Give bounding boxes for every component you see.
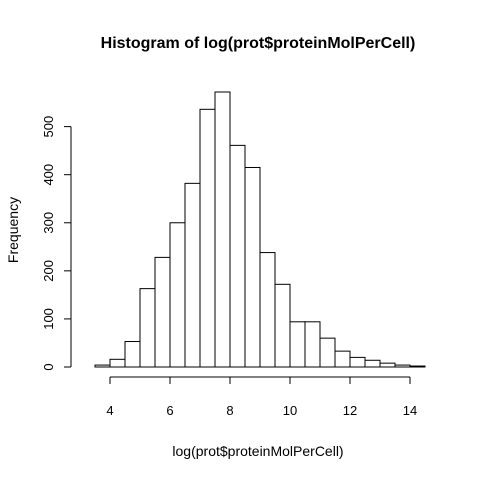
x-axis: 4 6 8 10 12 14 (106, 376, 417, 418)
histogram-bar (199, 108, 216, 368)
histogram-bar (94, 364, 111, 368)
x-tick-label: 10 (283, 403, 297, 418)
x-axis-label: log(prot$proteinMolPerCell) (172, 443, 343, 459)
histogram-bar (229, 144, 246, 368)
histogram-bar (184, 182, 201, 368)
y-axis: 0 100 200 300 400 500 (41, 116, 72, 371)
histogram-bar (124, 341, 141, 368)
histogram-bar (169, 222, 186, 368)
histogram-bar (334, 350, 351, 368)
y-axis-label: Frequency (5, 197, 21, 263)
histogram-bar (349, 356, 366, 368)
histogram-bar (394, 364, 411, 368)
histogram-bar (259, 252, 276, 368)
histogram-bar (244, 166, 261, 368)
y-tick-label: 500 (41, 116, 56, 138)
histogram-bar (289, 321, 306, 368)
histogram-bar (274, 283, 291, 368)
x-tick-label: 4 (106, 403, 113, 418)
y-tick-label: 200 (41, 260, 56, 282)
histogram-bar (139, 288, 156, 368)
y-tick-label: 100 (41, 308, 56, 330)
histogram-bar (319, 337, 336, 368)
bars-group (94, 91, 426, 368)
x-tick-label: 6 (166, 403, 173, 418)
x-tick-label: 14 (403, 403, 417, 418)
histogram-bar (154, 256, 171, 368)
histogram-bar (304, 321, 321, 368)
histogram-bar (214, 91, 231, 368)
histogram-bar (409, 365, 426, 368)
chart-title: Histogram of log(prot$proteinMolPerCell) (101, 35, 416, 52)
histogram-bar (364, 359, 381, 368)
y-tick-label: 400 (41, 164, 56, 186)
y-tick-label: 0 (41, 363, 56, 370)
y-tick-label: 300 (41, 212, 56, 234)
x-tick-label: 8 (226, 403, 233, 418)
histogram-bar (109, 358, 126, 368)
x-tick-label: 12 (343, 403, 357, 418)
histogram-bar (379, 362, 396, 368)
